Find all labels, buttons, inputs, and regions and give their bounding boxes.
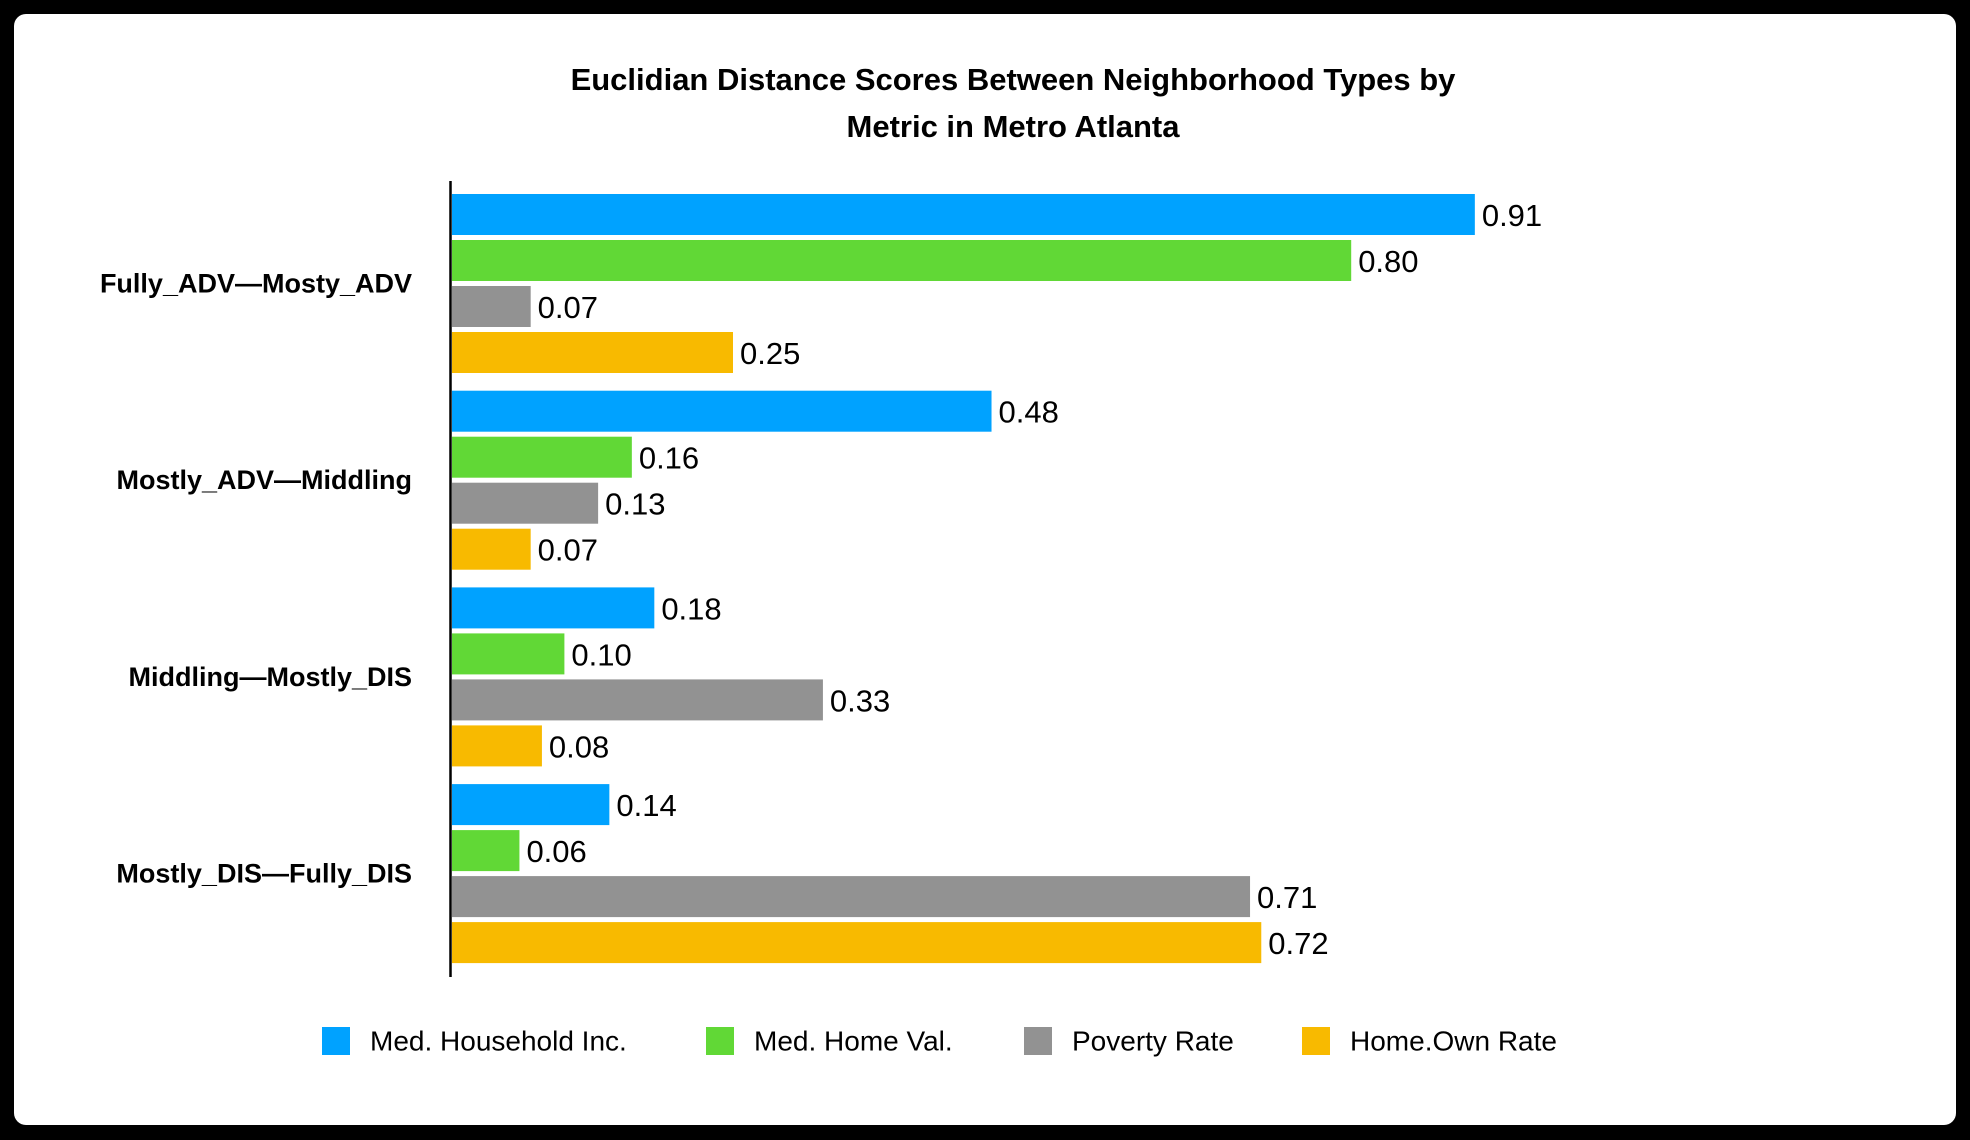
data-label: 0.18 bbox=[661, 591, 721, 626]
bar bbox=[452, 876, 1251, 918]
bar bbox=[452, 436, 632, 478]
bar bbox=[452, 679, 823, 721]
data-label: 0.80 bbox=[1358, 244, 1418, 279]
value-labels: 0.910.800.070.250.480.160.130.070.180.10… bbox=[526, 198, 1542, 961]
category-label: Mostly_ADV—Middling bbox=[117, 465, 413, 495]
category-label: Mostly_DIS—Fully_DIS bbox=[116, 859, 412, 889]
data-label: 0.10 bbox=[571, 637, 631, 672]
data-label: 0.07 bbox=[538, 533, 598, 568]
bar bbox=[452, 587, 655, 629]
chart-title-line-2: Metric in Metro Atlanta bbox=[847, 109, 1181, 144]
category-label: Fully_ADV—Mosty_ADV bbox=[100, 269, 412, 299]
bar bbox=[452, 784, 610, 826]
legend-swatch bbox=[1302, 1027, 1330, 1055]
data-label: 0.13 bbox=[605, 487, 665, 522]
data-label: 0.72 bbox=[1268, 926, 1328, 961]
legend-label: Med. Home Val. bbox=[754, 1026, 953, 1057]
legend-label: Home.Own Rate bbox=[1350, 1026, 1557, 1057]
bar bbox=[452, 830, 520, 872]
legend-swatch bbox=[322, 1027, 350, 1055]
data-label: 0.06 bbox=[526, 834, 586, 869]
bar bbox=[452, 286, 531, 327]
data-label: 0.71 bbox=[1257, 880, 1317, 915]
legend-label: Med. Household Inc. bbox=[370, 1026, 627, 1057]
legend-swatch bbox=[706, 1027, 734, 1055]
data-label: 0.08 bbox=[549, 729, 609, 764]
data-label: 0.16 bbox=[639, 441, 699, 476]
bar bbox=[452, 240, 1352, 281]
bar bbox=[452, 390, 992, 432]
bar bbox=[452, 194, 1475, 235]
legend-swatch bbox=[1024, 1027, 1052, 1055]
category-label: Middling—Mostly_DIS bbox=[129, 662, 413, 692]
legend: Med. Household Inc. Med. Home Val. Poverty… bbox=[322, 1026, 1557, 1057]
data-label: 0.14 bbox=[616, 788, 676, 823]
bar bbox=[452, 922, 1262, 964]
chart-title-line-1: Euclidian Distance Scores Between Neighb… bbox=[571, 62, 1457, 97]
category-axis-labels: Fully_ADV—Mosty_ADV Mostly_ADV—Middling Mi… bbox=[100, 269, 412, 889]
data-label: 0.25 bbox=[740, 336, 800, 371]
bar bbox=[452, 633, 565, 675]
data-label: 0.91 bbox=[1482, 198, 1542, 233]
bar bbox=[452, 725, 542, 767]
data-label: 0.48 bbox=[999, 395, 1059, 430]
data-label: 0.07 bbox=[538, 290, 598, 325]
bar bbox=[452, 482, 599, 524]
bars bbox=[452, 194, 1475, 964]
legend-label: Poverty Rate bbox=[1072, 1026, 1234, 1057]
data-label: 0.33 bbox=[830, 683, 890, 718]
bar bbox=[452, 528, 531, 570]
bar bbox=[452, 332, 733, 373]
